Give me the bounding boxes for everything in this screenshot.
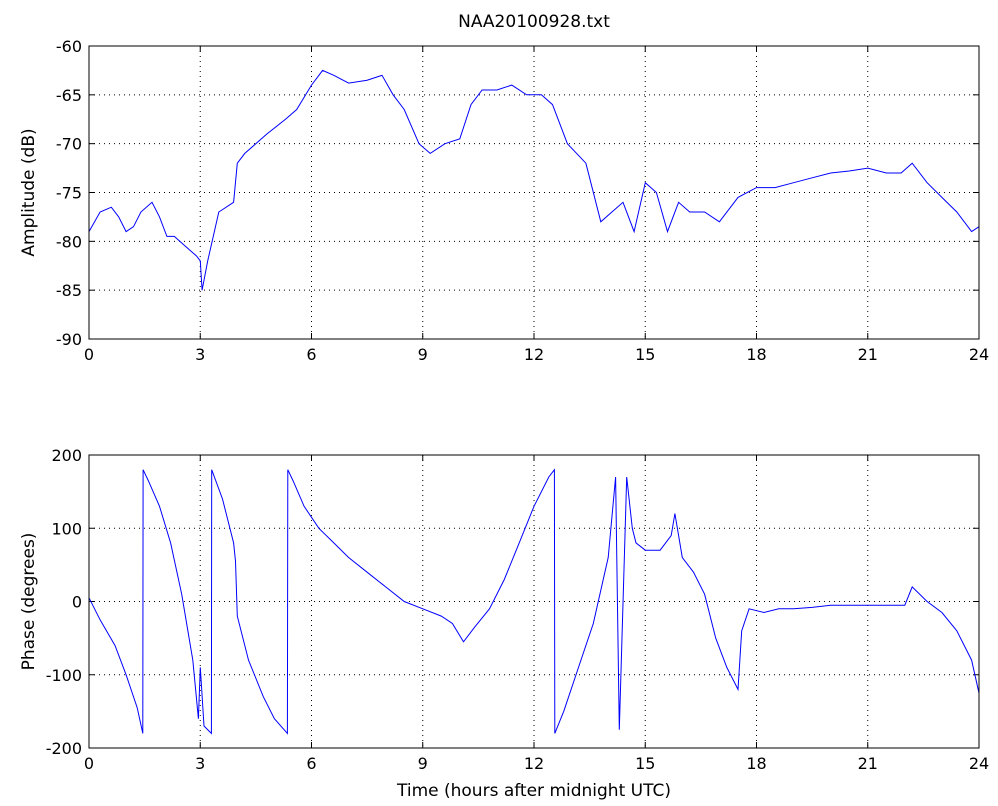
x-tick-label: 15 [635,345,655,364]
x-tick-label: 3 [195,754,205,773]
x-tick-label: 21 [858,345,878,364]
x-tick-label: 12 [524,754,544,773]
y-tick-label: -75 [56,184,82,203]
x-tick-label: 18 [746,754,766,773]
y-axis-label: Phase (degrees) [19,533,39,671]
x-tick-label: 12 [524,345,544,364]
data-series-line [88,468,980,735]
x-axis-label: Time (hours after midnight UTC) [396,781,671,801]
phase-panel: 0 3 6 9 12 15 18 21 24 -200 -100 0 100 200 Phase (degr… [19,446,989,801]
y-tick-label: -100 [46,666,82,685]
y-tick-label: -80 [56,232,82,251]
y-tick-label: -70 [56,135,82,154]
x-tick-label: 0 [84,754,94,773]
y-tick-label: -85 [56,281,82,300]
y-axis-label: Amplitude (dB) [19,128,39,256]
y-tick-label: -65 [56,86,82,105]
amplitude-panel: 0 3 6 9 12 15 18 21 24 -90 -85 -80 -75 -70 -65 -60 NAA20… [19,12,989,364]
x-tick-label: 24 [969,754,989,773]
y-tick-label: 0 [72,593,82,612]
x-tick-label: 3 [195,345,205,364]
data-series-line [88,69,980,291]
x-tick-label: 0 [84,345,94,364]
x-tick-label: 6 [306,754,316,773]
plot-frame [88,45,980,340]
x-tick-label: 6 [306,345,316,364]
y-tick-label: -90 [56,330,82,349]
x-tick-label: 21 [858,754,878,773]
y-tick-label: -200 [46,739,82,758]
plot-frame [88,454,980,749]
x-tick-label: 9 [418,754,428,773]
x-tick-label: 24 [969,345,989,364]
x-tick-label: 15 [635,754,655,773]
y-tick-label: 200 [51,446,82,465]
y-tick-label: -60 [56,37,82,56]
x-tick-label: 18 [746,345,766,364]
x-tick-label: 9 [418,345,428,364]
y-tick-label: 100 [51,519,82,538]
chart-title: NAA20100928.txt [458,12,610,32]
